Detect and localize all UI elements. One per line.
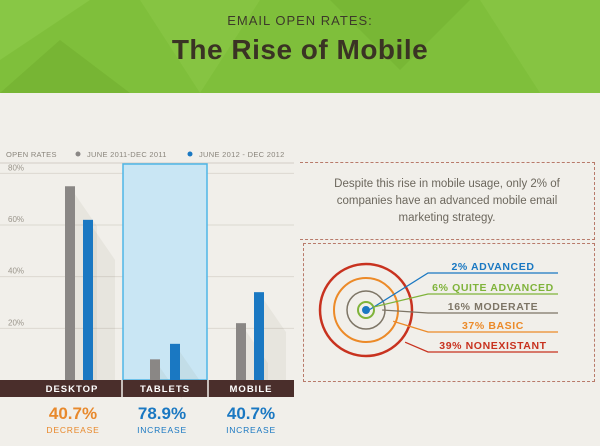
legend-swatch	[187, 151, 193, 157]
stat-value: 78.9%	[137, 404, 187, 423]
mobile-strategy-note: Despite this rise in mobile usage, only …	[334, 178, 560, 224]
bar	[170, 343, 180, 380]
stat-label: DECREASE	[46, 425, 100, 435]
y-tick-label: 80%	[8, 163, 24, 172]
y-axis-label: OPEN RATES	[6, 150, 57, 159]
category-label: TABLETS	[140, 384, 190, 395]
header-banner: EMAIL OPEN RATES: The Rise of Mobile	[0, 0, 600, 93]
header-kicker: EMAIL OPEN RATES:	[227, 13, 373, 28]
banner-facets	[0, 0, 600, 93]
bar-shadow	[93, 227, 115, 380]
highlight-band	[122, 163, 208, 381]
note-box	[300, 162, 595, 240]
category-axis-strip	[0, 380, 294, 397]
bar	[236, 323, 246, 380]
y-tick-label: 60%	[8, 215, 24, 224]
page-title: The Rise of Mobile	[171, 34, 429, 65]
bar	[254, 292, 264, 380]
y-tick-label: 20%	[8, 318, 24, 327]
stat-label: INCREASE	[226, 425, 276, 435]
stat-label: INCREASE	[137, 425, 187, 435]
bar-shadow	[180, 351, 202, 384]
category-label: DESKTOP	[46, 384, 99, 395]
bar	[65, 186, 75, 380]
legend-swatch	[75, 151, 81, 157]
stat-value: 40.7%	[48, 404, 98, 423]
y-tick-label: 40%	[8, 267, 24, 276]
mobile-stat: 40.7% INCREASE	[206, 404, 296, 435]
category-label: MOBILE	[230, 384, 273, 395]
legend-label: JUNE 2012 - DEC 2012	[199, 150, 285, 159]
bar-shadow	[264, 300, 286, 380]
bar	[150, 359, 160, 380]
bar	[83, 219, 93, 380]
legend-label: JUNE 2011-DEC 2011	[87, 150, 167, 159]
tablets-stat: 78.9% INCREASE	[117, 404, 207, 435]
strategy-rings-box	[303, 243, 595, 382]
desktop-stat: 40.7% DECREASE	[28, 404, 118, 435]
stat-value: 40.7%	[226, 404, 276, 423]
